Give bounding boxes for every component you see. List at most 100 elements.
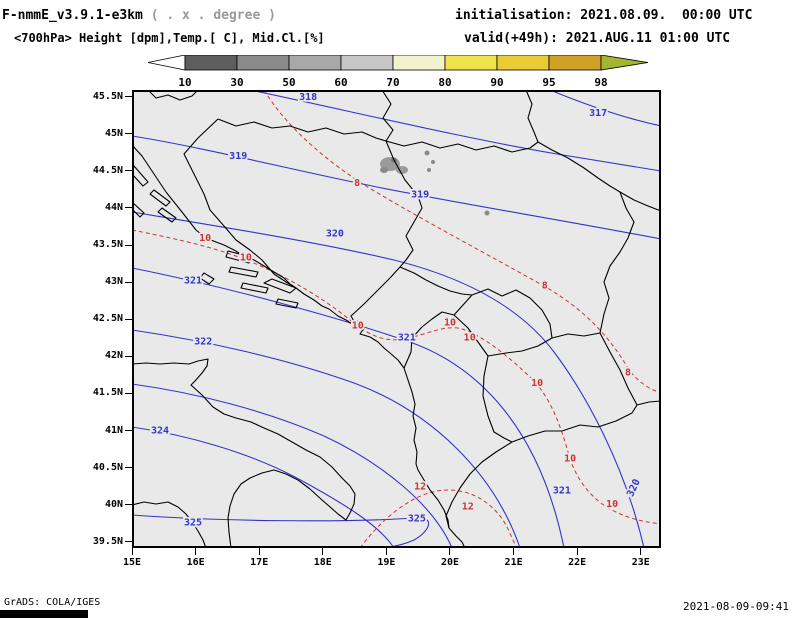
x-axis-label: 21E (504, 557, 523, 568)
border-bosnia-serbia-drina (385, 140, 423, 268)
y-axis-label: 45.5N (92, 90, 123, 102)
y-axis-label: 41N (104, 424, 123, 436)
border-kosovo-serbia (471, 288, 553, 339)
temp-contour-label-10: 10 (444, 318, 456, 329)
colorbar-tick-label: 90 (490, 76, 503, 89)
y-axis-tick (125, 504, 132, 506)
y-axis-label: 40.5N (92, 461, 123, 473)
valid-time: valid(+49h): 2021.AUG.11 01:00 UTC (464, 31, 731, 46)
border-bosnia-montenegro (350, 266, 401, 324)
x-axis-tick (385, 548, 387, 555)
height-contour-325 (131, 514, 429, 549)
x-axis-tick (513, 548, 515, 555)
y-axis-label: 43N (104, 276, 123, 288)
border-slovenia-croatia (147, 89, 199, 101)
y-axis-tick (125, 392, 132, 394)
colorbar-tick-label: 98 (594, 76, 607, 89)
colorbar-segment-1 (184, 55, 238, 71)
y-axis-tick (125, 133, 132, 135)
border-montenegro-albania (403, 311, 455, 369)
island-korcula (240, 282, 269, 294)
height-contour-label-325: 325 (184, 517, 202, 528)
y-axis-label: 40N (104, 498, 123, 510)
height-contour-label-318: 318 (299, 92, 317, 103)
colorbar-tick-label: 95 (542, 76, 555, 89)
y-axis-label: 44N (104, 201, 123, 213)
colorbar-segment-4 (340, 55, 394, 71)
border-albania-greece (445, 441, 513, 529)
y-axis-label: 39.5N (92, 535, 123, 547)
border-albania-macedonia (482, 355, 513, 443)
border-montenegro-kosovo (453, 294, 473, 316)
x-axis-label: 19E (377, 557, 396, 568)
island-mljet (275, 298, 299, 309)
height-contour-323 (131, 383, 453, 549)
border-kosovo-albania (453, 314, 489, 357)
temp-contour-label-10: 10 (531, 378, 543, 389)
model-note: ( . x . degree ) (142, 8, 276, 23)
temp-contour-label-8: 8 (625, 367, 631, 378)
y-axis-tick (125, 281, 132, 283)
height-contour-label-319: 319 (229, 151, 247, 162)
coastline-italy-tyrrhenian (131, 501, 207, 549)
height-contour-321 (131, 267, 565, 549)
island-brac (225, 250, 252, 264)
cloud-cover-colorbar: 10 30 50 60 70 80 90 95 98 (148, 55, 648, 89)
x-axis-label: 16E (186, 557, 205, 568)
height-contour-319 (131, 135, 662, 240)
border-macedonia-greece (511, 404, 638, 443)
x-axis-label: 23E (631, 557, 650, 568)
x-axis-label: 22E (568, 557, 587, 568)
y-axis-tick (125, 170, 132, 172)
colorbar-tick-label: 50 (282, 76, 295, 89)
height-contour-label-321: 321 (184, 275, 202, 286)
y-axis-tick (125, 207, 132, 209)
temp-contour-label-10: 10 (564, 454, 576, 465)
colorbar-segment-7 (496, 55, 550, 71)
temp-contour-label-8: 8 (542, 281, 548, 292)
height-contour-label-322: 322 (194, 336, 212, 347)
colorbar-segment-6 (444, 55, 498, 71)
border-bosnia-north-sava (217, 118, 387, 142)
x-axis-tick (449, 548, 451, 555)
y-axis-label: 42.5N (92, 313, 123, 325)
colorbar-arrow-right (600, 55, 648, 71)
border-macedonia-bulgaria (599, 332, 638, 406)
height-contour-label-321: 321 (398, 333, 416, 344)
geography (131, 89, 662, 549)
island-zadar-1 (149, 189, 171, 207)
temp-contour-label-12: 12 (414, 482, 426, 493)
height-contour-label-319: 319 (411, 189, 429, 200)
y-axis-label: 44.5N (92, 164, 123, 176)
x-axis-tick (258, 548, 260, 555)
height-contour-label-321: 321 (553, 485, 571, 496)
x-axis-tick (322, 548, 324, 555)
border-serbia-macedonia (551, 332, 601, 339)
height-contour-label-325: 325 (408, 514, 426, 525)
temp-contour-label-10: 10 (199, 233, 211, 244)
model-title: F-nmmE_v3.9.1-e3km (2, 8, 143, 23)
height-contour-317 (549, 89, 662, 127)
y-axis-label: 42N (104, 350, 123, 362)
temp-contour-label-12: 12 (462, 502, 474, 513)
x-axis-label: 15E (122, 557, 142, 568)
border-croatia-bosnia-west (183, 118, 297, 289)
y-axis-label: 41.5N (92, 387, 123, 399)
border-serbia-romania-north (525, 89, 539, 143)
y-axis-tick (125, 430, 132, 432)
colorbar-segment-3 (288, 55, 342, 71)
height-contour-322 (131, 329, 521, 549)
temp-contour-10 (131, 229, 662, 525)
border-croatia-serbia (381, 89, 394, 142)
map-area: 317 318 319 319 320 320 321 321 321 322 324 325 325 8… (131, 89, 662, 549)
temp-contours (131, 89, 662, 549)
colorbar-tick-label: 80 (438, 76, 451, 89)
colorbar-tick-label: 10 (178, 76, 191, 89)
height-contour-318 (249, 89, 662, 172)
model-title-line: F-nmmE_v3.9.1-e3km ( . x . degree ) (2, 8, 276, 23)
border-kosovo-macedonia (487, 337, 553, 357)
height-contours (131, 89, 662, 549)
map-frame (132, 90, 661, 548)
colorbar-tick-label: 30 (230, 76, 243, 89)
